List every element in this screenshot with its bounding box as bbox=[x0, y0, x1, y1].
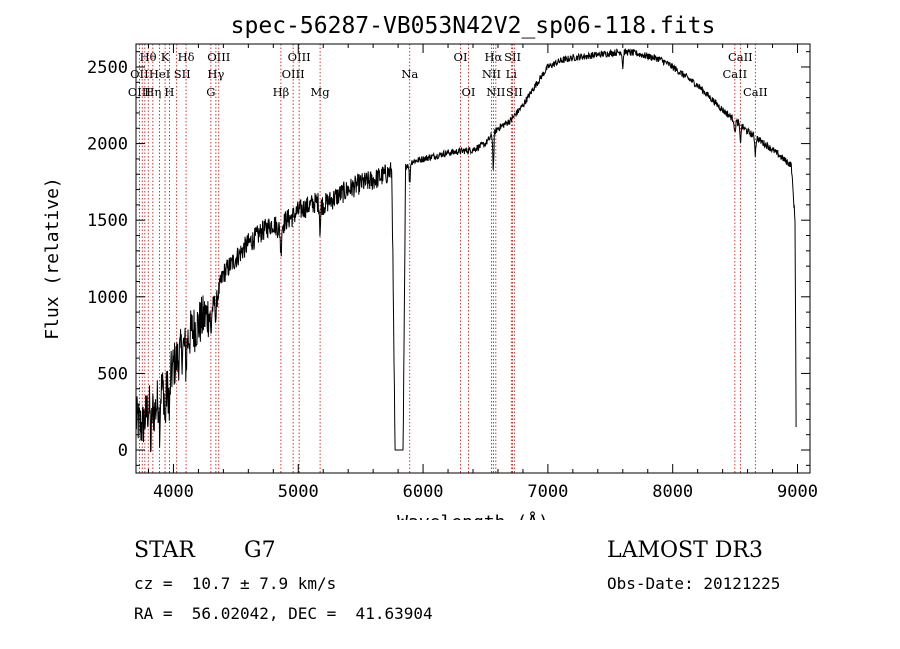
spectral-line-label: OI bbox=[454, 50, 468, 64]
spectral-line-label: NII bbox=[486, 85, 505, 99]
spectral-line-label: OIII bbox=[282, 67, 305, 81]
survey-name: LAMOST DR3 bbox=[607, 538, 763, 563]
x-tick-label: 9000 bbox=[777, 482, 818, 502]
spectral-line-label: K bbox=[161, 50, 170, 64]
spectral-line-label: NII bbox=[482, 67, 501, 81]
spectral-line-label: OIII bbox=[207, 50, 230, 64]
spectral-line-label: Hη bbox=[144, 85, 161, 99]
spectral-line-label: Hθ bbox=[140, 50, 157, 64]
spectral-line-label: SII bbox=[504, 50, 521, 64]
spectral-subclass: G7 bbox=[244, 538, 276, 563]
obs-date: Obs-Date: 20121225 bbox=[607, 574, 781, 593]
spectral-line-label: Hα bbox=[484, 50, 502, 64]
y-tick-label: 2500 bbox=[87, 58, 128, 78]
spectral-line-label: H bbox=[164, 85, 174, 99]
coordinates: RA = 56.02042, DEC = 41.63904 bbox=[134, 604, 433, 623]
y-tick-label: 500 bbox=[97, 364, 128, 384]
spectrum-chart: spec-56287-VB053N42V2_sp06-118.fits 4000 5… bbox=[42, 13, 818, 520]
x-tick-label: 4000 bbox=[153, 482, 194, 502]
y-tick-label: 2000 bbox=[87, 135, 128, 155]
x-axis-label: Wavelength (Å) bbox=[397, 511, 549, 520]
spectral-line-label: SII bbox=[506, 85, 523, 99]
spectral-line-label: Hβ bbox=[273, 85, 290, 99]
spectral-line-label: Li bbox=[506, 67, 518, 81]
x-tick-label: 7000 bbox=[527, 482, 568, 502]
spectral-line-label: Mg bbox=[311, 85, 331, 99]
spectral-line-label: Na bbox=[401, 67, 418, 81]
spectral-line-label: OIII bbox=[128, 85, 151, 99]
spectral-line-label: OI bbox=[462, 85, 476, 99]
y-tick-label: 1000 bbox=[87, 288, 128, 308]
spectrum-line bbox=[135, 48, 797, 453]
spectral-line-label: CaII bbox=[743, 85, 768, 99]
x-tick-label: 8000 bbox=[652, 482, 693, 502]
spectral-line-label: OII bbox=[130, 67, 149, 81]
redshift-text: cz = 10.7 ± 7.9 km/s bbox=[134, 574, 337, 593]
y-axis-label: Flux (relative) bbox=[42, 177, 63, 340]
spectral-line-label: G bbox=[206, 85, 215, 99]
object-class: STAR bbox=[134, 538, 195, 563]
spectral-line-label: OIII bbox=[288, 50, 311, 64]
y-tick-label: 1500 bbox=[87, 211, 128, 231]
spectral-line-label: CaII bbox=[722, 67, 747, 81]
spectral-line-label: CaII bbox=[728, 50, 753, 64]
x-tick-label: 5000 bbox=[278, 482, 319, 502]
spectral-line-label: HeI bbox=[149, 67, 170, 81]
chart-title: spec-56287-VB053N42V2_sp06-118.fits bbox=[231, 13, 716, 39]
y-tick-label: 0 bbox=[118, 441, 128, 461]
spectral-line-label: SII bbox=[174, 67, 191, 81]
spectral-line-label: Hδ bbox=[178, 50, 195, 64]
x-tick-label: 6000 bbox=[403, 482, 444, 502]
spectral-line-label: Hγ bbox=[207, 67, 224, 81]
